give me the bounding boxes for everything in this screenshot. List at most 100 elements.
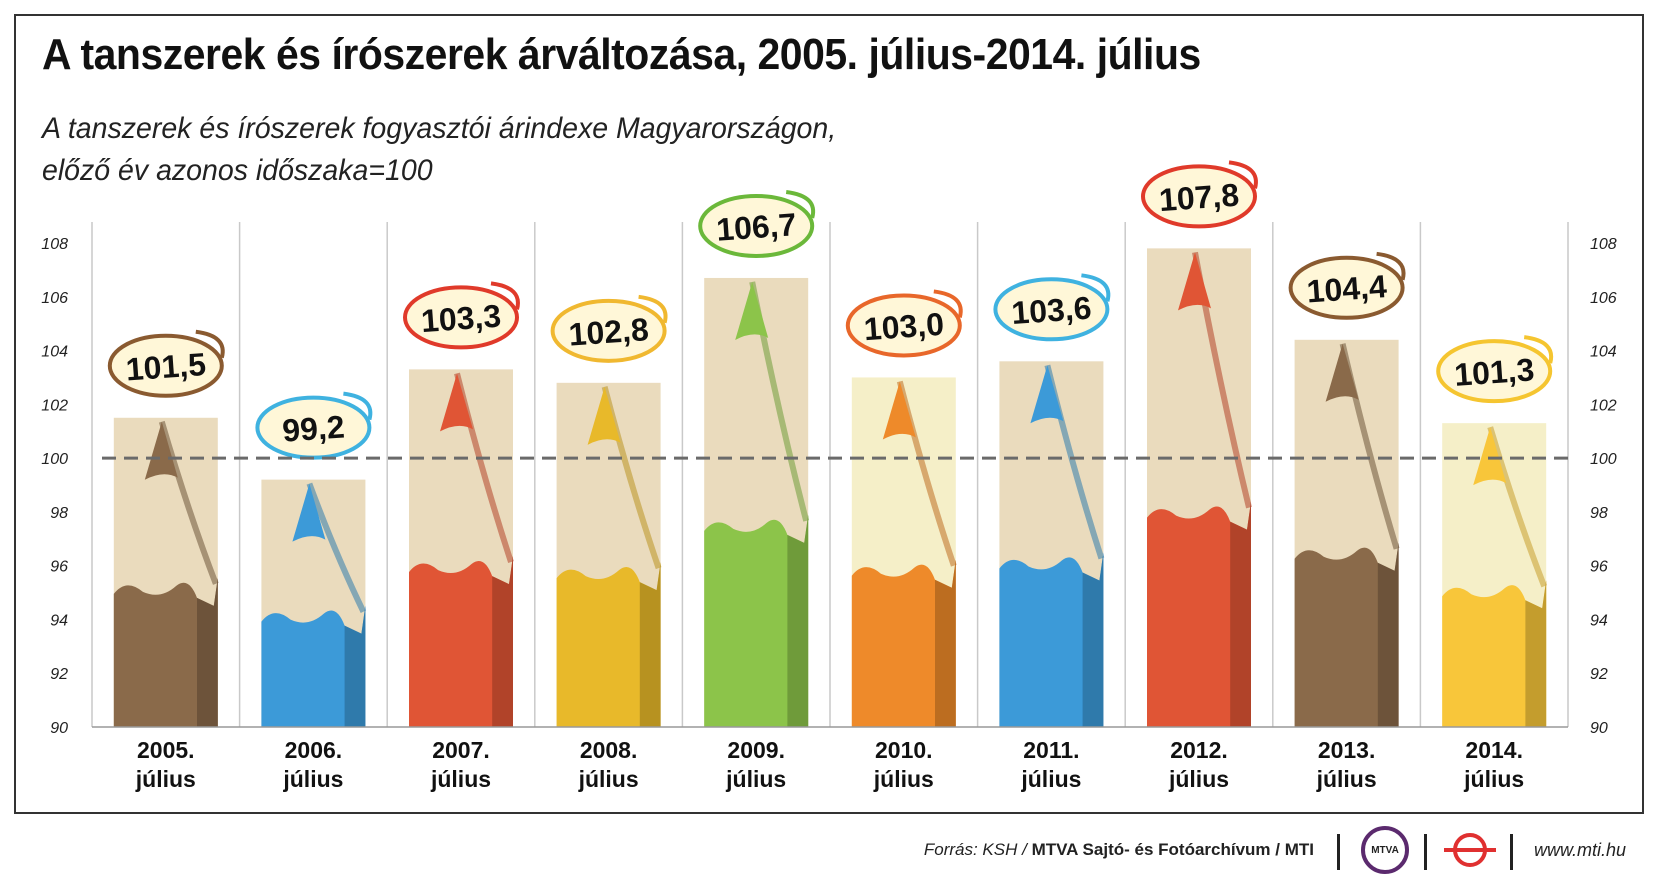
y-tick-label-right: 100 (1590, 451, 1617, 468)
x-tick-label-month: július (1316, 766, 1377, 792)
pencil-shade (492, 556, 513, 727)
subtitle-line-1: A tanszerek és írószerek fogyasztói árin… (42, 112, 837, 145)
y-tick-label-left: 98 (50, 505, 68, 522)
x-tick-label-month: július (578, 766, 639, 792)
subtitle-line-2: előző év azonos időszaka=100 (42, 154, 433, 187)
x-tick-label-month: július (1020, 766, 1081, 792)
pencil-body (1147, 501, 1251, 727)
value-bubble (1288, 255, 1405, 320)
y-tick-label-left: 92 (50, 666, 68, 683)
source-credit: Forrás: KSH / MTVA Sajtó- és Fotóarchívu… (924, 840, 1314, 860)
data-label: 102,8 (567, 311, 649, 352)
y-tick-label-left: 106 (41, 290, 68, 307)
x-tick-label-year: 2014. (1465, 737, 1523, 763)
y-tick-label-right: 92 (1590, 666, 1608, 683)
pencil-shade (1377, 542, 1399, 727)
x-tick-label-month: július (873, 766, 934, 792)
value-bubble (550, 298, 667, 363)
website-link[interactable]: www.mti.hu (1534, 840, 1627, 860)
value-bubble (107, 333, 224, 398)
pencil-shade (1525, 580, 1547, 727)
value-bubble-swoosh (1081, 273, 1111, 302)
x-tick-label-month: július (1168, 766, 1229, 792)
y-tick-label-left: 102 (41, 397, 68, 414)
footer-separator (1337, 834, 1340, 870)
pencil-shade (197, 577, 218, 727)
x-tick-label-year: 2005. (137, 737, 195, 763)
pencil-body (1442, 580, 1547, 727)
pencil-body (261, 605, 366, 727)
y-tick-label-left: 94 (50, 612, 68, 629)
pencil-body (556, 562, 661, 727)
pencil-body (704, 514, 809, 727)
value-bubble-swoosh (1523, 335, 1554, 364)
y-tick-label-left: 90 (50, 720, 68, 737)
chart-subtitle: A tanszerek és írószerek fogyasztói árin… (42, 108, 992, 192)
mtva-logo-text: MTVA (1371, 844, 1399, 856)
x-tick-label-month: július (1463, 766, 1524, 792)
pencil-tip (1030, 365, 1064, 424)
source-prefix: Forrás: KSH / (923, 840, 1032, 859)
x-tick-label-year: 2012. (1170, 737, 1228, 763)
x-tick-label-month: július (430, 766, 491, 792)
pencil-bar-chart: 90 90 92 92 94 94 96 96 98 98 100 100 102 102 104 104 10… (41, 160, 1617, 792)
pencil-tip (882, 381, 916, 440)
x-tick-label-year: 2009. (727, 737, 785, 763)
footer: Forrás: KSH / MTVA Sajtó- és Fotóarchívu… (0, 826, 1659, 882)
y-tick-label-left: 96 (50, 559, 68, 576)
y-tick-label-right: 96 (1590, 559, 1608, 576)
value-bubble-swoosh (1376, 251, 1406, 281)
x-tick-label-year: 2006. (285, 737, 343, 763)
pencil-shade (639, 562, 661, 727)
pencil-shade (787, 514, 809, 727)
pencil-shade (935, 559, 956, 727)
value-bubble-swoosh (933, 289, 963, 318)
x-tick-label-year: 2013. (1318, 737, 1376, 763)
data-label: 104,4 (1305, 268, 1388, 310)
pencil-tip (1178, 252, 1211, 311)
pencil-cone-edge (306, 482, 367, 613)
x-tick-label-year: 2007. (432, 737, 490, 763)
data-label: 103,6 (1010, 290, 1092, 331)
value-bubble-swoosh (1228, 160, 1258, 189)
value-bubble-swoosh (490, 281, 520, 310)
pencil-shade (344, 605, 366, 727)
pencil-body (409, 556, 513, 727)
pencil-cone-edge (1487, 426, 1547, 588)
pencil-body (1294, 542, 1399, 727)
pencil-shade (1230, 501, 1251, 727)
value-bubble (1141, 164, 1257, 229)
pencil-body (113, 577, 218, 727)
pencil-tip (1325, 343, 1359, 402)
x-tick-label-year: 2010. (875, 737, 933, 763)
data-label: 103,0 (863, 306, 945, 347)
chart-title: A tanszerek és írószerek árváltozása, 20… (42, 30, 1201, 79)
data-label: 107,8 (1158, 177, 1240, 218)
data-label: 103,3 (420, 298, 502, 339)
y-tick-label-left: 100 (41, 451, 68, 468)
value-bubble-swoosh (195, 329, 225, 359)
y-tick-label-left: 104 (41, 344, 68, 361)
pencil-cone-edge (158, 420, 219, 585)
y-tick-label-left: 108 (41, 236, 68, 253)
x-tick-label-month: július (725, 766, 786, 792)
pencil-tip (144, 421, 178, 480)
x-tick-label-year: 2011. (1023, 737, 1079, 763)
value-bubble-swoosh (343, 391, 373, 421)
footer-separator (1424, 834, 1427, 870)
data-label: 106,7 (715, 206, 797, 247)
value-bubble (993, 277, 1110, 342)
data-label: 101,5 (125, 346, 207, 387)
pencil-tip (587, 386, 621, 445)
pencil-body (851, 559, 956, 727)
pencil-tip (1473, 427, 1507, 486)
value-bubble-swoosh (638, 294, 668, 324)
source-agency: MTVA Sajtó- és Fotóarchívum (1031, 840, 1271, 859)
pencil-tip (735, 281, 769, 340)
data-label: 101,3 (1453, 351, 1535, 392)
pencil-tip (292, 483, 326, 542)
data-label: 99,2 (281, 408, 346, 448)
y-tick-label-right: 94 (1590, 612, 1608, 629)
value-bubble (698, 193, 815, 258)
y-tick-label-right: 90 (1590, 720, 1608, 737)
